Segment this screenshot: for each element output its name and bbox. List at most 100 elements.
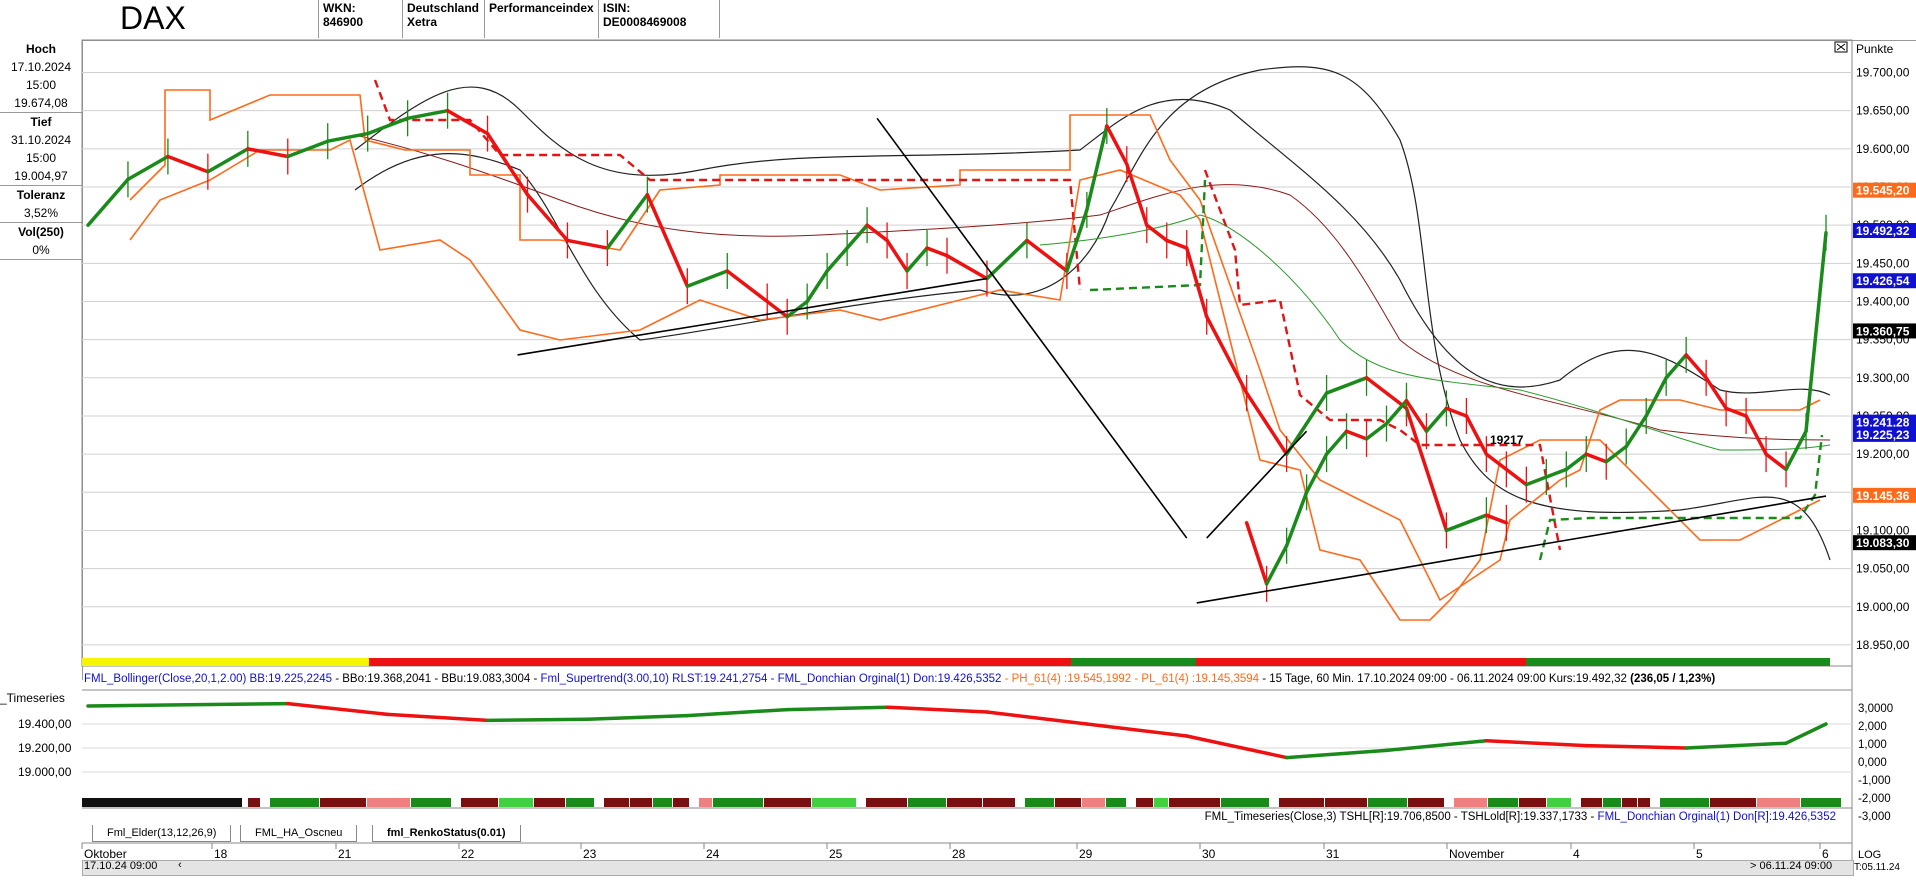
timeseries-segment [1684,741,1788,750]
sub-right-tick-label: 3,0000 [1858,703,1893,715]
renko-block [1136,798,1153,807]
trendline[interactable] [517,277,988,356]
price-tag-text: 19.492,32 [1856,224,1910,238]
trendline[interactable] [876,117,1188,539]
renko-block [1603,798,1621,807]
close-icon-cross [1836,43,1846,51]
price-segment [286,139,330,159]
price-segment [845,223,869,250]
x-tick-label: 25 [829,847,843,861]
sub-right-tick-label: -1,000 [1858,775,1891,787]
exchange-cell: Deutschland Xetra [402,0,484,38]
legend-performance: (236,05 / 1,23%) [1630,673,1715,685]
timeseries-segment [186,701,290,707]
sub-legend-ts: FML_Timeseries(Close,3) TSHL[R]:19.706,8… [1205,811,1598,823]
trendline[interactable] [1196,495,1827,604]
price-tag-box [1853,273,1916,289]
x-tick-label: 30 [1202,847,1216,861]
price-segment [985,238,1029,281]
renko-block [534,798,565,807]
renko-block [699,798,712,807]
price-segment [1404,406,1449,533]
x-tick-label: 18 [214,847,228,861]
price-segment [166,154,210,174]
volatility-label: Vol(250) [0,222,82,241]
price-segment [805,269,829,304]
price-segment [1184,246,1209,319]
index-type-cell: Performanceindex [484,0,598,38]
price-segment [865,223,889,243]
price-tag-box [1853,323,1916,339]
price-segment [1244,521,1269,586]
log-scale-label[interactable]: LOG [1858,849,1882,861]
renko-block [461,798,498,807]
price-segment [1764,452,1788,472]
price-tag-box [1853,223,1916,239]
price-tag-text: 19.241,28 [1856,416,1910,430]
trendline[interactable] [1206,430,1308,539]
y-tick-label: 19.450,00 [1856,256,1910,270]
sub-chart-title: _Timeseries [0,691,65,705]
price-segment [1364,376,1409,411]
status-bar-red-2 [1196,658,1526,666]
timeseries-segment [1284,748,1389,760]
renko-block [673,798,689,807]
y-tick-label: 19.700,00 [1856,66,1910,80]
price-segment [1304,452,1329,495]
renko-status-strip [82,798,1841,807]
x-tick-label: 21 [338,847,352,861]
price-segment [1284,490,1309,548]
renko-block [499,798,533,807]
renko-block [1082,798,1105,807]
supertrend-red-2 [1203,169,1562,551]
renko-block [411,798,451,807]
y-tick-label: 19.400,00 [1856,294,1910,308]
price-segment [1724,406,1748,418]
low-value: 19.004,97 [14,169,68,183]
sub-y-labels: 19.400,00 19.200,00 19.000,00 [18,717,72,779]
price-segment [1484,513,1509,525]
volatility-value: 0% [0,241,82,260]
supertrend-green-1 [1089,179,1207,292]
indicator-legend: FML_Bollinger(Close,20,1,2.00) BB:19.225… [84,673,1715,685]
scroll-left-icon[interactable]: ‹ [178,859,182,871]
renko-block [270,798,319,807]
price-segment [1404,398,1429,433]
tab-ha-osc[interactable]: FML_HA_Oscneu [240,825,358,842]
renko-block [947,798,982,807]
price-segment [605,192,650,250]
price-segment [1564,452,1589,472]
timeseries-segment [685,707,789,718]
price-tag-box [1853,182,1916,198]
price-segment [485,131,530,197]
price-segment [1464,414,1489,456]
timeseries-segment [985,710,1089,726]
x-tick-label: 29 [1079,847,1093,861]
renko-block [1519,798,1546,807]
sub-legend-don: FML_Donchian Orginal(1) Don[R]:19.426,53… [1598,811,1836,823]
tab-renko-status[interactable]: fml_RenkoStatus(0.01) [372,825,521,842]
donchian-lower [129,138,1821,621]
scrollbar[interactable] [82,860,1854,876]
status-bar-green-1 [1071,658,1196,666]
renko-block [1638,798,1650,807]
price-segment [525,192,570,243]
timeseries-segment [885,705,989,714]
x-tick-label: November [1449,847,1504,861]
scroll-right-icon[interactable]: > [1750,860,1757,872]
price-segment [1604,444,1628,464]
renko-block [866,798,907,807]
price-segment [1504,467,1529,487]
price-segment [725,269,769,304]
x-tick-label: 5 [1696,847,1703,861]
x-tick-label: 31 [1326,847,1340,861]
tab-elder[interactable]: Fml_Elder(13,12,26,9) [92,825,232,842]
sub-right-tick-label: 2,000 [1858,721,1887,733]
price-tag-text: 19.145,36 [1856,489,1910,503]
price-segment [1204,314,1249,395]
x-tick-label: 4 [1573,847,1580,861]
price-tag-text: 19.225,23 [1856,428,1910,442]
timeseries-segment [1584,743,1688,750]
sub-y-tick-label: 19.200,00 [18,741,72,755]
